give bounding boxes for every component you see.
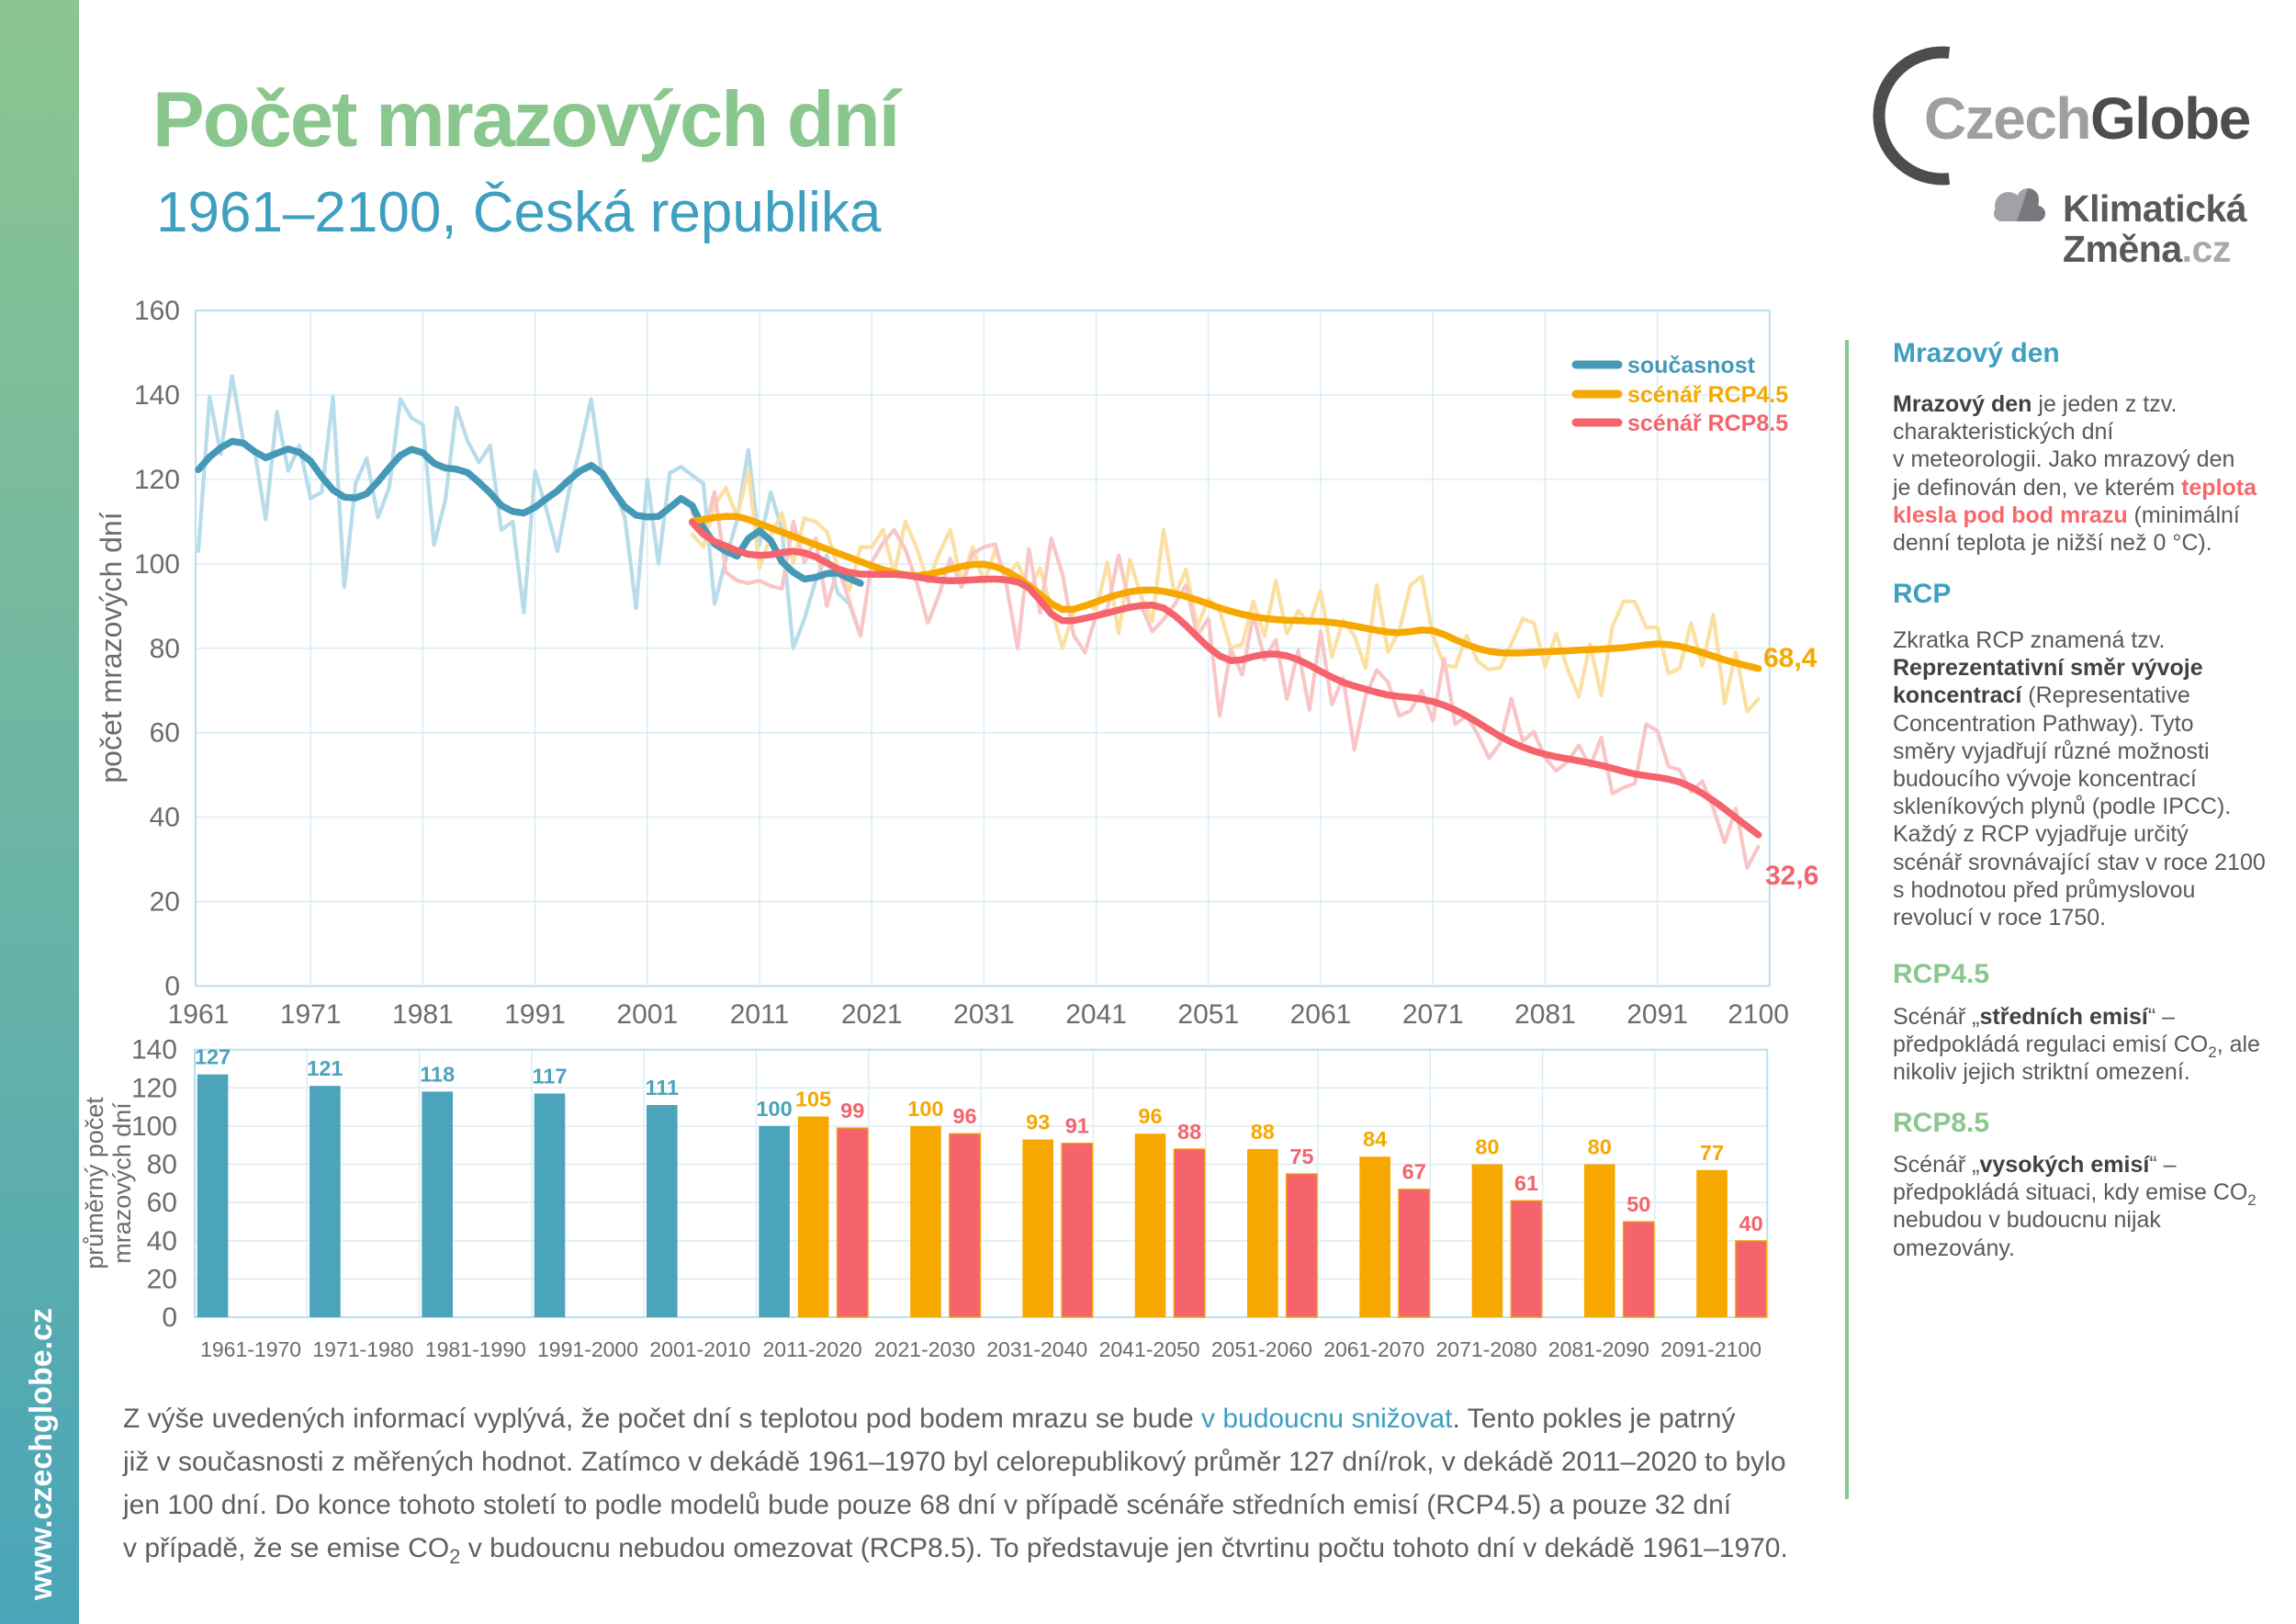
svg-text:Změna.cz: Změna.cz <box>2063 228 2231 270</box>
svg-text:50: 50 <box>1626 1192 1650 1216</box>
svg-text:2031: 2031 <box>953 999 1015 1030</box>
svg-text:2081: 2081 <box>1514 999 1576 1030</box>
svg-text:2051-2060: 2051-2060 <box>1211 1337 1312 1361</box>
svg-text:77: 77 <box>1700 1141 1724 1165</box>
svg-text:32,6: 32,6 <box>1765 861 1818 891</box>
svg-text:2041: 2041 <box>1065 999 1127 1030</box>
svg-text:140: 140 <box>134 380 180 411</box>
svg-text:2001: 2001 <box>616 999 678 1030</box>
svg-text:60: 60 <box>150 718 180 749</box>
svg-text:84: 84 <box>1363 1127 1387 1151</box>
svg-text:160: 160 <box>134 296 180 326</box>
svg-text:96: 96 <box>952 1104 976 1128</box>
svg-text:40: 40 <box>1739 1212 1763 1235</box>
svg-text:2081-2090: 2081-2090 <box>1548 1337 1649 1361</box>
svg-text:111: 111 <box>645 1076 679 1100</box>
svg-text:2031-2040: 2031-2040 <box>986 1337 1087 1361</box>
svg-text:100: 100 <box>907 1097 943 1121</box>
svg-text:20: 20 <box>150 887 180 918</box>
svg-text:99: 99 <box>840 1099 864 1122</box>
svg-text:2091: 2091 <box>1626 999 1688 1030</box>
svg-text:průměrný počet: průměrný počet <box>81 1097 108 1269</box>
svg-text:2071: 2071 <box>1402 999 1464 1030</box>
svg-text:počet mrazových dní: počet mrazových dní <box>95 512 128 783</box>
svg-text:96: 96 <box>1138 1104 1162 1128</box>
svg-text:75: 75 <box>1289 1145 1313 1168</box>
svg-text:scénář RCP4.5: scénář RCP4.5 <box>1627 382 1788 408</box>
svg-text:40: 40 <box>147 1226 177 1257</box>
svg-text:20: 20 <box>147 1264 177 1294</box>
svg-text:88: 88 <box>1251 1120 1275 1144</box>
svg-text:Klimatická: Klimatická <box>2063 187 2247 230</box>
svg-text:CzechGlobe: CzechGlobe <box>1924 85 2250 152</box>
svg-text:1961: 1961 <box>168 999 230 1030</box>
svg-text:40: 40 <box>150 803 180 833</box>
svg-text:88: 88 <box>1177 1120 1201 1144</box>
svg-text:127: 127 <box>195 1045 231 1069</box>
svg-text:140: 140 <box>131 1035 177 1066</box>
svg-text:0: 0 <box>164 972 180 1002</box>
svg-text:80: 80 <box>1475 1135 1499 1159</box>
svg-text:80: 80 <box>150 634 180 664</box>
svg-text:1971-1980: 1971-1980 <box>312 1337 413 1361</box>
svg-text:2021: 2021 <box>841 999 903 1030</box>
svg-text:1981: 1981 <box>392 999 454 1030</box>
svg-text:2100: 2100 <box>1728 999 1789 1030</box>
svg-text:93: 93 <box>1026 1111 1050 1134</box>
svg-text:100: 100 <box>131 1111 177 1142</box>
svg-text:2091-2100: 2091-2100 <box>1660 1337 1761 1361</box>
svg-text:2011-2020: 2011-2020 <box>762 1337 861 1361</box>
svg-text:2061: 2061 <box>1290 999 1352 1030</box>
svg-text:80: 80 <box>147 1150 177 1180</box>
svg-text:1961-1970: 1961-1970 <box>200 1337 301 1361</box>
svg-text:2051: 2051 <box>1177 999 1239 1030</box>
svg-text:2071-2080: 2071-2080 <box>1436 1337 1537 1361</box>
svg-text:117: 117 <box>533 1065 568 1088</box>
svg-text:80: 80 <box>1588 1135 1612 1159</box>
svg-text:61: 61 <box>1514 1171 1538 1195</box>
svg-text:91: 91 <box>1065 1114 1089 1138</box>
svg-text:121: 121 <box>307 1056 343 1080</box>
svg-text:současnost: současnost <box>1627 353 1756 378</box>
svg-text:mrazových dní: mrazových dní <box>108 1102 136 1264</box>
svg-text:1991-2000: 1991-2000 <box>537 1337 638 1361</box>
svg-text:68,4: 68,4 <box>1763 643 1818 673</box>
svg-text:105: 105 <box>795 1088 831 1111</box>
svg-text:2041-2050: 2041-2050 <box>1099 1337 1200 1361</box>
svg-text:2001-2010: 2001-2010 <box>649 1337 750 1361</box>
svg-text:67: 67 <box>1402 1160 1426 1184</box>
svg-text:1991: 1991 <box>504 999 566 1030</box>
svg-text:118: 118 <box>420 1062 455 1086</box>
svg-text:120: 120 <box>131 1073 177 1103</box>
svg-text:1971: 1971 <box>280 999 342 1030</box>
svg-text:0: 0 <box>162 1303 177 1333</box>
svg-text:1981-1990: 1981-1990 <box>425 1337 526 1361</box>
svg-text:scénář RCP8.5: scénář RCP8.5 <box>1627 411 1788 436</box>
svg-text:2021-2030: 2021-2030 <box>874 1337 975 1361</box>
svg-text:100: 100 <box>134 549 180 580</box>
svg-text:www.czechglobe.cz: www.czechglobe.cz <box>24 1308 59 1601</box>
svg-text:60: 60 <box>147 1188 177 1218</box>
svg-text:100: 100 <box>756 1097 792 1121</box>
svg-text:2061-2070: 2061-2070 <box>1323 1337 1424 1361</box>
svg-text:120: 120 <box>134 465 180 495</box>
svg-text:2011: 2011 <box>730 999 790 1030</box>
